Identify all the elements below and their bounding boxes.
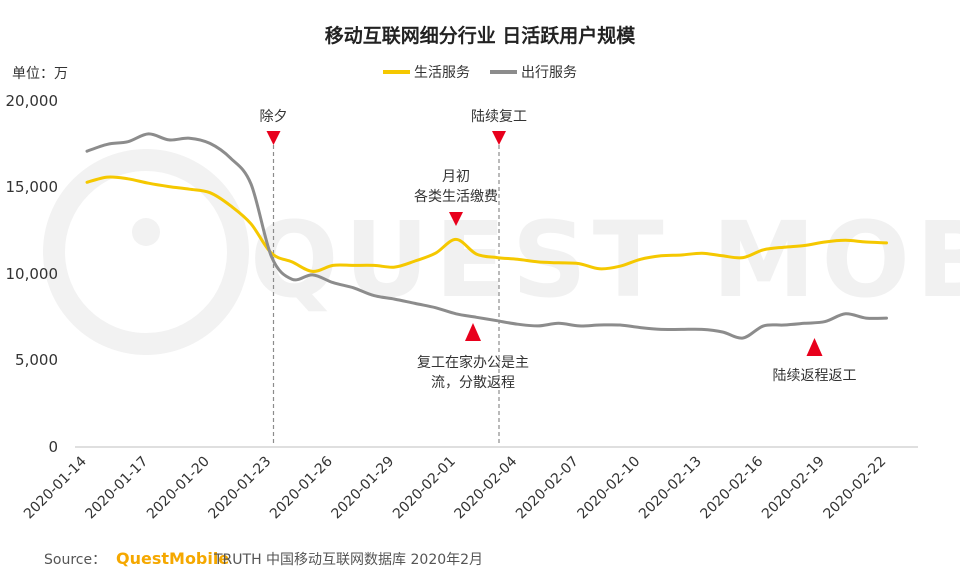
x-tick-label: 2020-02-13 [636, 454, 705, 523]
x-tick-label: 2020-01-14 [21, 453, 90, 522]
x-tick-label: 2020-02-01 [390, 454, 459, 523]
chart-title: 移动互联网细分行业 日活跃用户规模 [325, 24, 637, 47]
event-marker [266, 131, 281, 145]
x-tick-label: 2020-02-16 [697, 453, 766, 522]
legend-label-life: 生活服务 [414, 65, 470, 81]
annotation-marker [806, 338, 823, 356]
x-tick-label: 2020-02-04 [451, 453, 520, 522]
x-tick-label: 2020-02-10 [574, 454, 643, 523]
x-tick-label: 2020-01-26 [267, 453, 336, 522]
y-tick-label: 20,000 [6, 92, 59, 110]
source-suffix: TRUTH 中国移动互联网数据库 2020年2月 [213, 552, 483, 568]
y-tick-label: 10,000 [6, 265, 59, 283]
x-tick-label: 2020-02-19 [759, 454, 828, 523]
y-tick-label: 0 [48, 438, 58, 456]
x-axis-ticks: 2020-01-142020-01-172020-01-202020-01-23… [21, 453, 889, 522]
source-prefix: Source： [44, 552, 106, 568]
watermark-text: QUEST MOBILE [250, 199, 960, 321]
annotation-label: 流，分散返程 [431, 375, 515, 391]
x-tick-label: 2020-02-07 [513, 454, 582, 523]
event-lines: 除夕 陆续复工 [260, 108, 527, 445]
y-tick-label: 5,000 [15, 351, 58, 369]
series-line [85, 175, 888, 273]
annotation-label: 各类生活缴费 [414, 189, 498, 205]
annotation-label: 月初 [442, 168, 470, 185]
x-tick-label: 2020-01-17 [82, 454, 151, 523]
unit-label: 单位：万 [12, 66, 68, 82]
annotation-marker [465, 323, 481, 341]
y-axis: 20,000 15,000 10,000 5,000 0 [6, 92, 59, 456]
series-lines [85, 132, 888, 340]
legend-label-travel: 出行服务 [521, 65, 577, 81]
series-line [85, 132, 888, 340]
event-label: 陆续复工 [471, 108, 527, 125]
source-line: Source： QuestMobile TRUTH 中国移动互联网数据库 202… [44, 549, 483, 568]
x-tick-label: 2020-02-22 [820, 454, 889, 523]
legend: 生活服务 出行服务 [383, 65, 577, 81]
source-brand: QuestMobile [116, 549, 229, 568]
watermark: QUEST MOBILE [43, 149, 960, 355]
x-tick-label: 2020-01-23 [205, 454, 274, 523]
annotation-marker [449, 212, 463, 226]
y-tick-label: 15,000 [6, 178, 59, 196]
event-marker [492, 131, 506, 145]
annotation-label: 复工在家办公是主 [417, 354, 529, 371]
x-tick-label: 2020-01-29 [328, 454, 397, 523]
event-label: 除夕 [260, 109, 288, 125]
annotation-label: 陆续返程返工 [773, 367, 857, 384]
x-tick-label: 2020-01-20 [144, 454, 213, 523]
